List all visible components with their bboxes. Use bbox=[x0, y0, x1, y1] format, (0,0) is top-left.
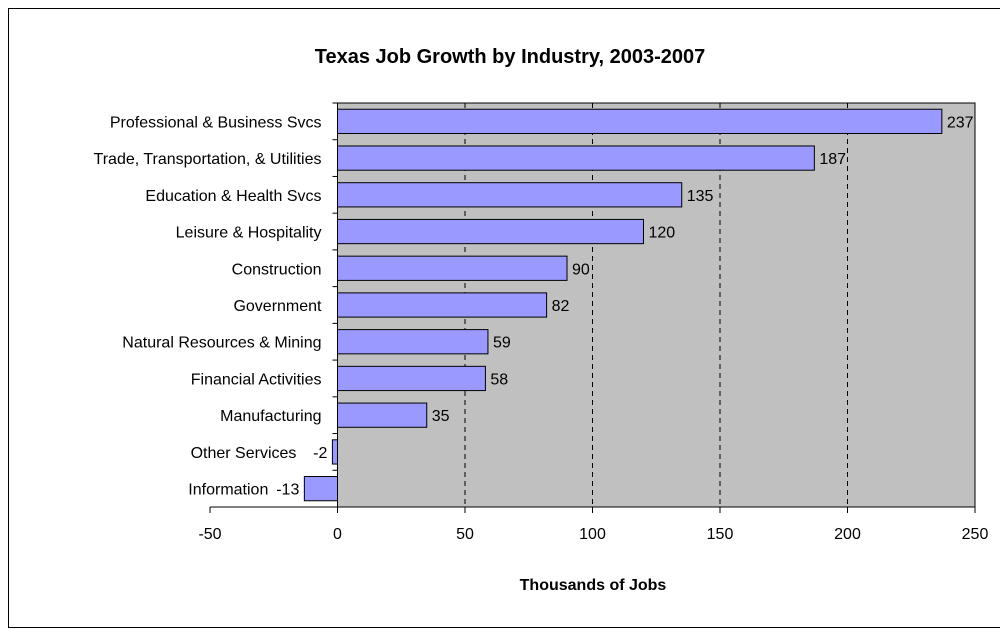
category-label: Construction bbox=[232, 261, 322, 278]
category-label: Trade, Transportation, & Utilities bbox=[94, 151, 322, 168]
category-label: Information bbox=[188, 482, 268, 499]
x-tick-label: 250 bbox=[962, 526, 989, 543]
category-label: Other Services bbox=[191, 445, 297, 462]
data-label: 187 bbox=[819, 151, 846, 168]
bar bbox=[337, 255, 568, 281]
bar-chart: Texas Job Growth by Industry, 2003-2007 … bbox=[94, 46, 989, 594]
bar bbox=[337, 145, 815, 171]
data-label: 135 bbox=[687, 188, 714, 205]
x-tick-label: 200 bbox=[834, 526, 861, 543]
category-label: Government bbox=[233, 298, 322, 315]
bar bbox=[337, 182, 683, 208]
data-label: 59 bbox=[493, 335, 511, 352]
bar bbox=[337, 329, 489, 355]
bar bbox=[303, 476, 339, 502]
bar bbox=[331, 439, 338, 465]
bar bbox=[337, 108, 943, 134]
axes: -50 0 50 100 150 200 250 Professional & Busines… bbox=[94, 102, 989, 543]
category-label: Manufacturing bbox=[220, 408, 321, 425]
x-tick-label: 50 bbox=[456, 526, 474, 543]
category-label: Financial Activities bbox=[191, 371, 322, 388]
data-label: 237 bbox=[947, 114, 974, 131]
category-label: Professional & Business Svcs bbox=[110, 114, 322, 131]
bar bbox=[337, 292, 548, 318]
chart-frame: Texas Job Growth by Industry, 2003-2007 … bbox=[8, 8, 1000, 628]
chart-title: Texas Job Growth by Industry, 2003-2007 bbox=[315, 46, 706, 68]
x-tick-label: 150 bbox=[707, 526, 734, 543]
bars bbox=[303, 108, 943, 502]
bar bbox=[337, 365, 486, 392]
data-label: -2 bbox=[313, 445, 327, 462]
data-label: 120 bbox=[649, 225, 676, 242]
category-label: Leisure & Hospitality bbox=[176, 225, 322, 242]
data-label: 58 bbox=[490, 371, 508, 388]
x-tick-label: 100 bbox=[579, 526, 606, 543]
category-label: Education & Health Svcs bbox=[145, 188, 321, 205]
x-axis-title: Thousands of Jobs bbox=[520, 577, 667, 594]
category-label: Natural Resources & Mining bbox=[122, 335, 321, 352]
bar bbox=[337, 218, 644, 245]
data-label: -13 bbox=[276, 482, 299, 499]
x-tick-label: -50 bbox=[198, 526, 221, 543]
x-tick-label: 0 bbox=[333, 526, 342, 543]
bar bbox=[337, 402, 428, 428]
data-label: 90 bbox=[572, 261, 590, 278]
data-label: 35 bbox=[432, 408, 450, 425]
data-label: 82 bbox=[552, 298, 570, 315]
